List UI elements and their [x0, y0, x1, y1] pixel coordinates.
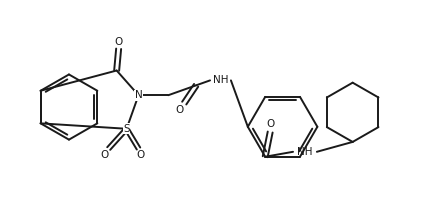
Text: O: O: [265, 119, 274, 129]
Text: O: O: [114, 37, 123, 47]
Text: NH: NH: [213, 75, 228, 85]
Text: S: S: [123, 124, 130, 134]
Text: NH: NH: [297, 147, 312, 157]
Text: O: O: [136, 151, 144, 161]
Text: O: O: [175, 105, 183, 115]
Text: O: O: [100, 151, 109, 161]
Text: N: N: [134, 90, 142, 100]
